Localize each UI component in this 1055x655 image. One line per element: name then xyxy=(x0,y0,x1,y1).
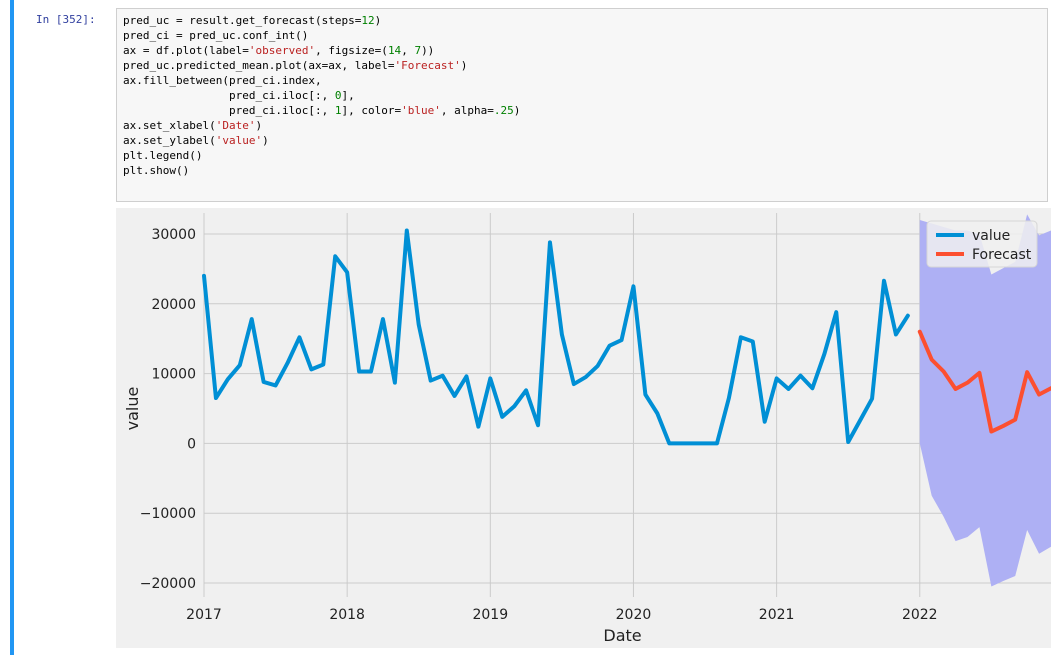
code-token: pred_ci.iloc[:, xyxy=(123,104,335,117)
code-token: , alpha= xyxy=(440,104,494,117)
y-tick-label: −10000 xyxy=(140,506,196,522)
x-tick-label: 2022 xyxy=(902,607,938,623)
code-token: pred_ci = pred_uc.conf_int() xyxy=(123,29,309,42)
code-token: 7 xyxy=(414,44,422,57)
x-tick-label: 2021 xyxy=(759,607,795,623)
code-token: ) xyxy=(513,104,521,117)
cell-prompt: In [352]: xyxy=(36,13,96,26)
code-token: 'observed' xyxy=(248,44,316,57)
code-line: ax.set_xlabel('Date') xyxy=(123,118,1041,133)
y-tick-label: −20000 xyxy=(140,576,196,592)
code-line: ax.fill_between(pred_ci.index, xyxy=(123,73,1041,88)
code-cell-input[interactable]: pred_uc = result.get_forecast(steps=12) p… xyxy=(116,8,1048,202)
code-token: plt.show() xyxy=(123,164,190,177)
code-token: ax.fill_between(pred_ci.index, xyxy=(123,74,322,87)
y-axis-label: value xyxy=(123,387,142,431)
code-token: ], xyxy=(341,89,355,102)
code-token: )) xyxy=(421,44,435,57)
code-line: pred_ci.iloc[:, 1], color='blue', alpha=… xyxy=(123,103,1041,118)
x-tick-label: 2017 xyxy=(186,607,222,623)
code-token: 'Forecast' xyxy=(394,59,461,72)
legend: value Forecast xyxy=(926,220,1038,268)
code-line: pred_ci = pred_uc.conf_int() xyxy=(123,28,1041,43)
code-token: ) xyxy=(374,14,382,27)
code-token: ], color= xyxy=(341,104,402,117)
code-line: ax.set_ylabel('value') xyxy=(123,133,1041,148)
code-token: pred_uc = result.get_forecast(steps= xyxy=(123,14,362,27)
cell-selection-bar xyxy=(10,0,14,655)
code-token: pred_ci.iloc[:, xyxy=(123,89,335,102)
code-token: 'Date' xyxy=(215,119,256,132)
code-token: 'value' xyxy=(215,134,263,147)
code-token: .25 xyxy=(493,104,514,117)
x-axis-label: Date xyxy=(603,626,641,645)
code-token: ax = df.plot(label= xyxy=(123,44,249,57)
x-tick-label: 2020 xyxy=(616,607,652,623)
code-token: ax.set_xlabel( xyxy=(123,119,216,132)
y-tick-label: 0 xyxy=(187,436,196,452)
figure-background xyxy=(116,208,1051,648)
code-token: pred_uc.predicted_mean.plot(ax=ax, label… xyxy=(123,59,395,72)
code-token: ) xyxy=(460,59,468,72)
code-token: , figsize=( xyxy=(315,44,388,57)
code-token: 1 xyxy=(334,104,342,117)
code-token: ax.set_ylabel( xyxy=(123,134,216,147)
y-tick-label: 20000 xyxy=(151,297,196,313)
code-line: pred_ci.iloc[:, 0], xyxy=(123,88,1041,103)
forecast-series-line xyxy=(917,329,1053,434)
legend-label: value xyxy=(972,228,1010,244)
y-tick-label: 10000 xyxy=(151,367,196,383)
code-line: ax = df.plot(label='observed', figsize=(… xyxy=(123,43,1041,58)
x-tick-label: 2018 xyxy=(329,607,365,623)
value-series-line xyxy=(202,228,910,446)
code-token: ) xyxy=(255,119,263,132)
cell-output: −20000 −10000 0 10000 20000 30000 2017 2018 2019… xyxy=(116,208,1053,648)
code-line: pred_uc = result.get_forecast(steps=12) xyxy=(123,13,1041,28)
code-token: 12 xyxy=(361,14,375,27)
y-tick-label: 30000 xyxy=(151,227,196,243)
code-line: plt.legend() xyxy=(123,148,1041,163)
code-token: plt.legend() xyxy=(123,149,203,162)
code-line: pred_uc.predicted_mean.plot(ax=ax, label… xyxy=(123,58,1041,73)
code-token: 14 xyxy=(387,44,402,57)
code-line: plt.show() xyxy=(123,163,1041,178)
x-tick-label: 2019 xyxy=(472,607,508,623)
code-token: 0 xyxy=(334,89,342,102)
code-token: 'blue' xyxy=(401,104,441,117)
code-token: ) xyxy=(262,134,269,147)
code-token: , xyxy=(401,44,415,57)
legend-label: Forecast xyxy=(972,247,1032,263)
forecast-chart: −20000 −10000 0 10000 20000 30000 2017 2018 2019… xyxy=(116,208,1053,648)
